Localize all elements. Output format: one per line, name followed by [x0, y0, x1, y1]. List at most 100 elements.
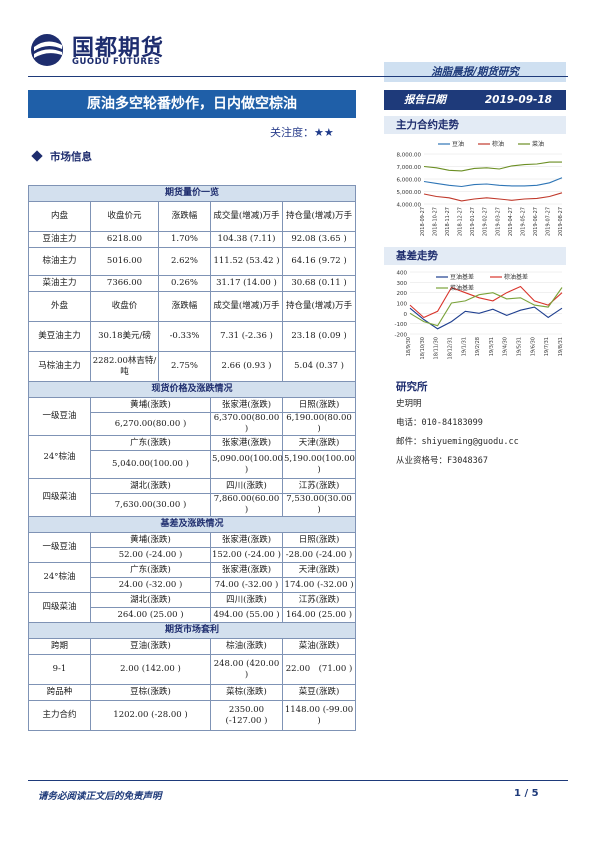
table-cell: 24.00 (-32.00 ) — [90, 577, 211, 593]
x-tick-label: 2019-08-27 — [558, 207, 564, 236]
table-cell: 152.00 (-24.00 ) — [210, 547, 283, 563]
legend-label: 豆油 — [452, 140, 464, 148]
table-cell: 0.26% — [158, 275, 211, 292]
y-tick-label: 8,000.00 — [397, 153, 422, 159]
table-cell: -0.33% — [158, 321, 211, 352]
table-cell: 日照(涨跌) — [281, 532, 357, 548]
table-row: 棕油主力 5016.00 2.62% 111.52 (53.42 ) 64.16 (9.… — [28, 247, 357, 276]
table-cell: 跨期 — [28, 638, 91, 655]
table-cell: 30.18美元/磅 — [90, 321, 159, 352]
table-cell: 四川(涨跌) — [210, 592, 283, 608]
table-cell: 92.08 (3.65 ) — [281, 231, 357, 248]
x-tick-label: 2018-11-27 — [445, 207, 451, 236]
table-cell: 棕油(涨跌) — [210, 638, 283, 655]
table-row: 跨品种 豆棕(涨跌) 菜棕(涨跌) 菜豆(涨跌) — [28, 684, 357, 701]
table-cell: 日照(涨跌) — [281, 397, 357, 413]
x-tick-label: 18/12/31 — [447, 337, 453, 359]
table-cell: 5016.00 — [90, 247, 159, 276]
report-date-value: 2019-09-18 — [484, 94, 552, 106]
table-row: 6,270.00(80.00 ) 6,370.00(80.00 ) 6,190.00… — [29, 412, 357, 436]
series-line-2 — [423, 161, 562, 172]
y-tick-label: 6,000.00 — [397, 178, 422, 184]
futures-table-title: 期货量价一览 — [27, 185, 357, 202]
x-tick-label: 19/2/28 — [475, 337, 481, 356]
table-row: 马棕油主力 2282.00林吉特/吨 2.75% 2.66 (0.93 ) 5.04 (… — [28, 351, 357, 382]
x-tick-label: 2019-05-27 — [520, 207, 526, 236]
x-tick-label: 2019-03-27 — [495, 207, 501, 236]
analyst-name: 史玥明 — [396, 399, 422, 409]
table-row: 24.00 (-32.00 ) 74.00 (-32.00 ) 174.00 (-3… — [29, 577, 357, 593]
table-cell: 菜油主力 — [28, 275, 91, 292]
table-cell: 6,190.00(80.00 ) — [281, 412, 357, 436]
table-cell: 湖北(涨跌) — [90, 592, 211, 608]
main-contract-chart: 8,000.00 7,000.00 6,000.00 5,000.00 4,000.00… — [397, 140, 565, 236]
table-cell: 23.18 (0.09 ) — [281, 321, 357, 352]
table-cell: 江苏(涨跌) — [281, 478, 357, 494]
table-cell: 174.00 (-32.00 ) — [281, 577, 357, 593]
market-table: 期货量价一览 内盘 收盘价元 涨跌幅 成交量(增减)万手 持仓量(增减)万手 豆… — [27, 185, 357, 731]
y-tick-label: 7,000.00 — [397, 165, 422, 171]
table-cell: 天津(涨跌) — [281, 562, 357, 578]
table-cell: 1202.00 (-28.00 ) — [90, 700, 211, 731]
table-cell: 湖北(涨跌) — [90, 478, 211, 494]
x-tick-label: 2019-07-27 — [545, 207, 551, 236]
table-cell: 跨品种 — [28, 684, 91, 701]
disclaimer-link[interactable]: 请务必阅读正文后的免责声明 — [38, 791, 162, 802]
x-tick-label: 2019-01-27 — [470, 207, 476, 236]
table-row: 一级豆油 黄埔(涨跌) 张家港(涨跌) 日照(涨跌) — [28, 397, 357, 436]
table-cell: 104.38 (7.11) — [210, 231, 283, 248]
series-line-1 — [409, 285, 563, 319]
table-row: 24°棕油 广东(涨跌) 张家港(涨跌) 天津(涨跌) — [28, 562, 357, 593]
table-row: 菜油主力 7366.00 0.26% 31.17 (14.00 ) 30.68 (0.1… — [28, 275, 357, 292]
table-row: 9-1 2.00 (142.00 ) 248.00 (420.00 ) 22.00 (… — [28, 654, 357, 685]
x-tick-label: 19/7/31 — [544, 337, 550, 356]
table-cell: 24°棕油 — [28, 562, 91, 593]
header-divider — [28, 76, 568, 77]
table-cell: 持仓量(增减)万手 — [281, 291, 357, 322]
analyst-email[interactable]: 邮件：shiyueming@guodu.cc — [396, 437, 519, 447]
section-bullet-icon — [31, 150, 43, 162]
table-cell: 成交量(增减)万手 — [210, 291, 283, 322]
table-cell: 74.00 (-32.00 ) — [210, 577, 283, 593]
table-cell: 张家港(涨跌) — [210, 397, 283, 413]
page-number: 1 / 5 — [514, 788, 539, 799]
table-cell: 2.00 (142.00 ) — [90, 654, 211, 685]
table-cell: 52.00 (-24.00 ) — [90, 547, 211, 563]
table-cell: 菜油(涨跌) — [281, 638, 357, 655]
section-title-market: 市场信息 — [50, 151, 92, 163]
table-cell: 7.31 (-2.36 ) — [210, 321, 283, 352]
table-cell: 豆油主力 — [28, 231, 91, 248]
table-cell: 黄埔(涨跌) — [90, 397, 211, 413]
table-cell: 马棕油主力 — [28, 351, 91, 382]
table-cell: 广东(涨跌) — [90, 562, 211, 578]
table-cell: 5,190.00(100.00 ) — [281, 450, 357, 479]
table-cell: 264.00 (25.00 ) — [90, 607, 211, 623]
x-tick-label: 19/5/31 — [517, 337, 523, 356]
table-cell: 收盘价元 — [90, 201, 159, 232]
table-row: 5,040.00(100.00 ) 5,090.00(100.00 ) 5,190.… — [29, 450, 357, 479]
x-tick-label: 19/3/31 — [489, 337, 495, 356]
series-line-2 — [409, 287, 563, 327]
y-tick-label: 400 — [397, 271, 408, 277]
main-contract-chart-title: 主力合约走势 — [384, 116, 566, 134]
table-cell: 111.52 (53.42 ) — [210, 247, 283, 276]
basis-table-title: 基差及涨跌情况 — [27, 516, 357, 533]
table-cell: 1.70% — [158, 231, 211, 248]
x-tick-label: 18/11/30 — [434, 337, 440, 359]
table-cell: 24°棕油 — [28, 435, 91, 479]
table-cell: 1148.00 (-99.00 ) — [281, 700, 357, 731]
analyst-license: 从业资格号：F3048367 — [396, 456, 488, 466]
table-cell: 5,040.00(100.00 ) — [90, 450, 211, 479]
analyst-phone: 电话：010-84183099 — [396, 418, 483, 428]
table-row: 美豆油主力 30.18美元/磅 -0.33% 7.31 (-2.36 ) 23.18 (… — [28, 321, 357, 352]
series-line-0 — [409, 306, 563, 330]
x-tick-label: 2019-04-27 — [508, 207, 514, 236]
y-tick-label: -200 — [395, 333, 408, 339]
x-tick-label: 18/9/30 — [406, 337, 412, 356]
table-row: 24°棕油 广东(涨跌) 张家港(涨跌) 天津(涨跌) — [28, 435, 357, 479]
table-row: 跨期 豆油(涨跌) 棕油(涨跌) 菜油(涨跌) — [28, 638, 357, 655]
y-tick-label: 0 — [404, 312, 408, 318]
report-date-bar: 报告日期 2019-09-18 — [384, 90, 566, 110]
table-cell: 7,630.00(30.00 ) — [90, 493, 211, 517]
